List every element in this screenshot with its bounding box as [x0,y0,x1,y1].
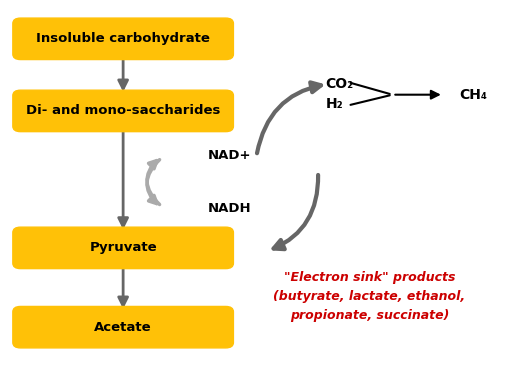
FancyBboxPatch shape [13,306,234,348]
Text: CH₄: CH₄ [459,88,487,102]
Text: "Electron sink" products
(butyrate, lactate, ethanol,
propionate, succinate): "Electron sink" products (butyrate, lact… [274,271,466,322]
FancyBboxPatch shape [13,227,234,269]
FancyBboxPatch shape [13,18,234,60]
Text: CO₂: CO₂ [326,77,354,91]
Text: NAD+: NAD+ [208,149,251,163]
Text: Acetate: Acetate [94,321,152,334]
Text: Di- and mono-saccharides: Di- and mono-saccharides [26,104,220,117]
FancyBboxPatch shape [13,90,234,132]
Text: H₂: H₂ [326,97,343,111]
Text: NADH: NADH [208,202,251,215]
Text: Pyruvate: Pyruvate [89,242,157,254]
Text: Insoluble carbohydrate: Insoluble carbohydrate [36,32,210,45]
